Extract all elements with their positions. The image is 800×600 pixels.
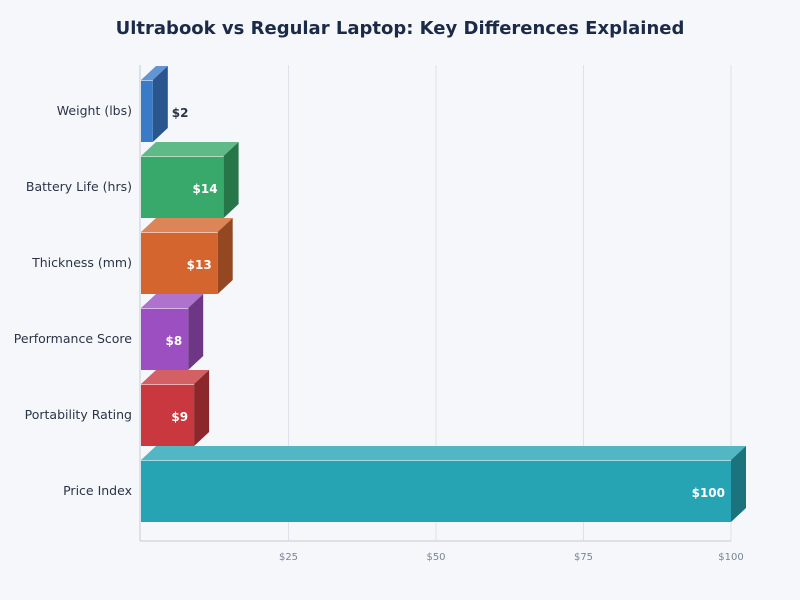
bar-side [188,294,204,370]
bar-top [141,446,746,460]
bar-group [141,294,204,370]
bar-group [141,218,233,294]
bar-top [141,66,168,80]
bar-side [731,446,746,522]
bar-top [141,370,210,384]
chart-title: Ultrabook vs Regular Laptop: Key Differe… [116,18,685,39]
bar [141,156,224,218]
y-tick-label: Battery Life (hrs) [26,179,132,194]
x-tick-label: $100 [718,552,743,563]
bar [141,460,731,522]
bar [141,384,195,446]
data-label: $100 [692,486,725,500]
data-label: $8 [165,334,182,348]
x-tick-label: $50 [426,552,445,563]
bar-group [141,446,746,522]
bar-side [223,142,239,218]
bar [141,308,189,370]
bar-side [217,218,233,294]
y-tick-label: Thickness (mm) [31,255,132,270]
data-label: $13 [187,258,212,272]
x-tick-label: $25 [279,552,298,563]
bar-side [194,370,210,446]
y-tick-label: Weight (lbs) [57,103,132,118]
data-label: $14 [193,182,218,196]
bar-side [152,66,168,142]
bar-top [141,142,239,156]
bar-group [141,370,210,446]
bar-group [141,66,168,142]
bar [141,80,153,142]
data-label: $9 [171,410,188,424]
y-tick-label: Portability Rating [25,407,132,422]
y-tick-label: Performance Score [14,331,133,346]
bar [141,232,218,294]
data-label: $2 [172,106,189,120]
y-tick-label: Price Index [63,483,132,498]
x-tick-label: $75 [574,552,593,563]
bar-top [141,218,233,232]
bar-group [141,142,239,218]
bar-top [141,294,204,308]
